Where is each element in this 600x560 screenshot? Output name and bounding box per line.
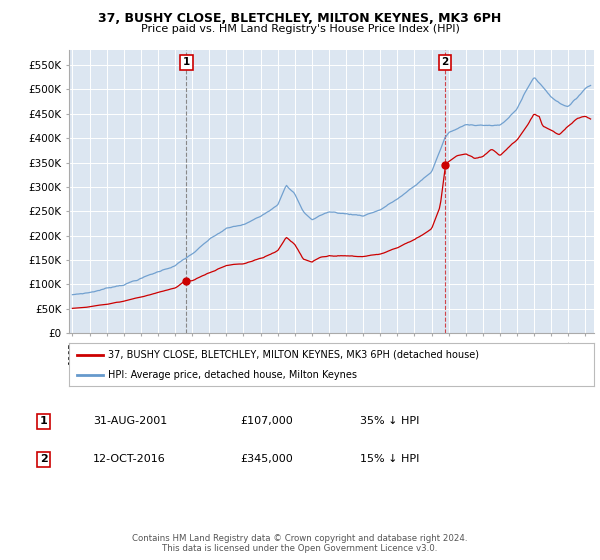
Text: 1: 1 bbox=[183, 58, 190, 67]
Text: £345,000: £345,000 bbox=[240, 454, 293, 464]
Text: 12-OCT-2016: 12-OCT-2016 bbox=[93, 454, 166, 464]
Text: 37, BUSHY CLOSE, BLETCHLEY, MILTON KEYNES, MK3 6PH (detached house): 37, BUSHY CLOSE, BLETCHLEY, MILTON KEYNE… bbox=[109, 350, 479, 360]
Text: 35% ↓ HPI: 35% ↓ HPI bbox=[360, 416, 419, 426]
Text: 2: 2 bbox=[442, 58, 449, 67]
Text: 37, BUSHY CLOSE, BLETCHLEY, MILTON KEYNES, MK3 6PH: 37, BUSHY CLOSE, BLETCHLEY, MILTON KEYNE… bbox=[98, 12, 502, 25]
Text: 2: 2 bbox=[40, 454, 47, 464]
Text: HPI: Average price, detached house, Milton Keynes: HPI: Average price, detached house, Milt… bbox=[109, 371, 358, 380]
Text: Contains HM Land Registry data © Crown copyright and database right 2024.
This d: Contains HM Land Registry data © Crown c… bbox=[132, 534, 468, 553]
Text: £107,000: £107,000 bbox=[240, 416, 293, 426]
Text: Price paid vs. HM Land Registry's House Price Index (HPI): Price paid vs. HM Land Registry's House … bbox=[140, 24, 460, 34]
Text: 1: 1 bbox=[40, 416, 47, 426]
Text: 15% ↓ HPI: 15% ↓ HPI bbox=[360, 454, 419, 464]
Text: 31-AUG-2001: 31-AUG-2001 bbox=[93, 416, 167, 426]
